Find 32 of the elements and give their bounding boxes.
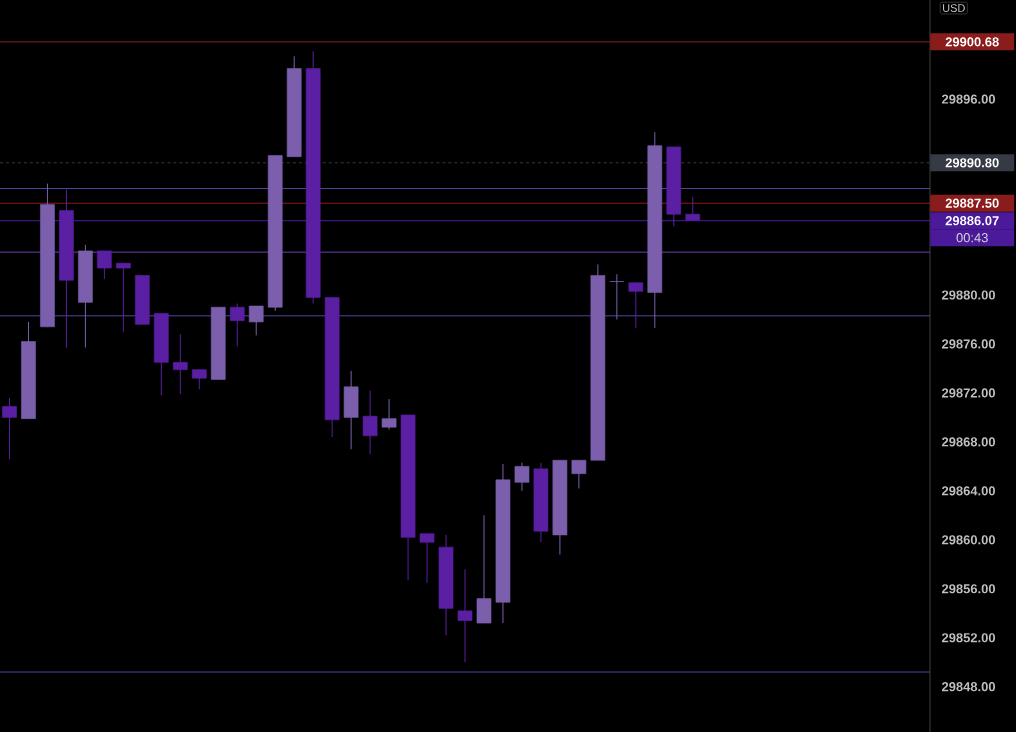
candlestick bbox=[172, 333, 188, 395]
ref-line-label: 29886.07 bbox=[945, 216, 999, 226]
y-tick-label: 29864.00 bbox=[941, 486, 996, 496]
ref-line-label: 29887.50 bbox=[945, 198, 999, 208]
text: USD bbox=[943, 4, 965, 12]
candlestick bbox=[628, 282, 644, 329]
y-tick-label: 29872.00 bbox=[941, 388, 996, 398]
y-tick-label: 29876.00 bbox=[941, 339, 996, 349]
ref-line-label: 29900.68 bbox=[945, 37, 999, 47]
candlestick bbox=[571, 459, 587, 489]
ref-line-label: 29890.80 bbox=[945, 158, 999, 168]
candlestick bbox=[248, 305, 264, 336]
candlestick bbox=[229, 303, 245, 347]
y-tick-label: 29860.00 bbox=[941, 535, 996, 545]
y-tick-label: 29896.00 bbox=[941, 94, 996, 104]
y-tick-label: 29856.00 bbox=[941, 584, 996, 594]
candlestick bbox=[191, 369, 207, 390]
candlestick bbox=[116, 262, 131, 333]
y-tick-label: 29868.00 bbox=[941, 437, 996, 447]
y-tick-label: 29880.00 bbox=[941, 290, 996, 300]
candlestick bbox=[457, 568, 473, 663]
candlestick bbox=[381, 398, 397, 431]
y-tick-label: 29852.00 bbox=[941, 633, 996, 643]
candlestick bbox=[97, 250, 112, 280]
candlestick bbox=[609, 273, 625, 320]
y-tick-label: 29848.00 bbox=[941, 682, 996, 692]
candlestick bbox=[2, 397, 17, 460]
candlestick bbox=[362, 389, 378, 455]
candlestick bbox=[685, 196, 701, 221]
candlestick bbox=[419, 533, 435, 584]
text: 00:43 bbox=[956, 233, 988, 243]
candlestick bbox=[514, 462, 530, 492]
